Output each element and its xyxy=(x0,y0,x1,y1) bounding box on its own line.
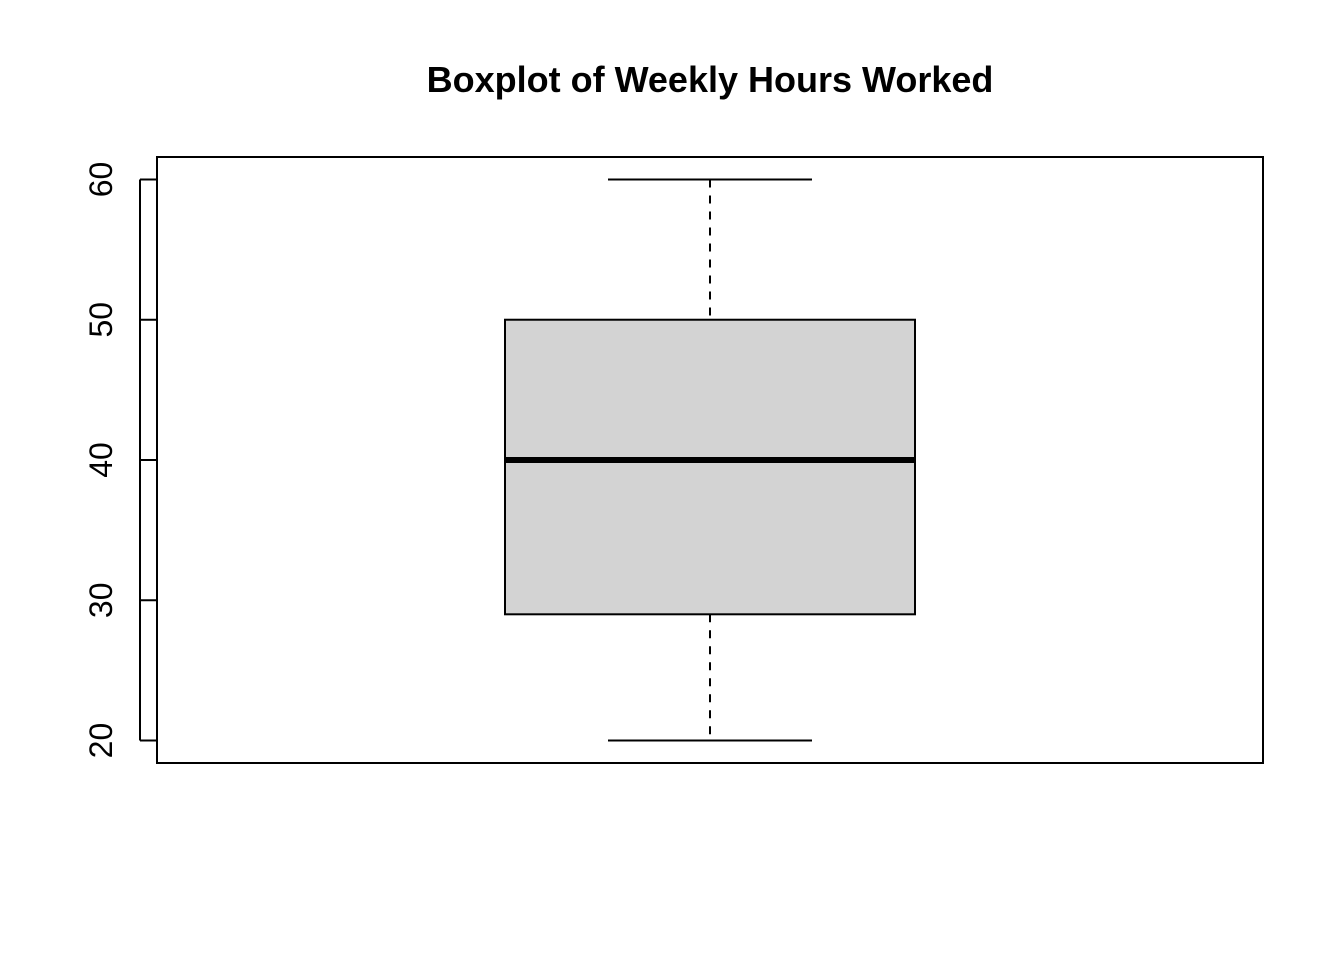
chart-title: Boxplot of Weekly Hours Worked xyxy=(427,59,994,100)
y-axis: 20 30 40 50 60 xyxy=(83,162,157,759)
box-plot xyxy=(504,178,916,742)
y-tick-label: 50 xyxy=(83,302,119,338)
y-tick-label: 20 xyxy=(83,723,119,759)
y-tick-label: 40 xyxy=(83,442,119,478)
iqr-box xyxy=(504,318,916,616)
y-tick-label: 30 xyxy=(83,582,119,618)
y-tick-label: 60 xyxy=(83,162,119,198)
